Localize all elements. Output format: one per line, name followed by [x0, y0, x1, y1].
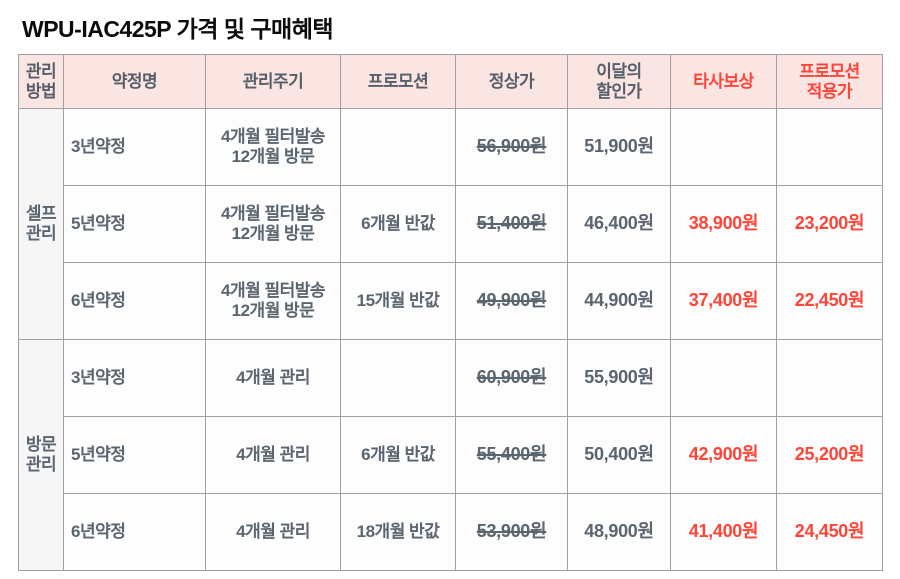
regular-price-cell: 55,400원	[455, 416, 568, 494]
management-cycle-cell: 4개월 관리	[205, 493, 341, 571]
price-benefit-table: 관리 방법 약정명 관리주기 프로모션 정상가 이달의 할인가 타사보상 프로모…	[18, 54, 883, 571]
monthly-discount-price-cell: 48,900원	[567, 493, 671, 571]
tradein-compensation-cell	[670, 108, 777, 186]
table-row: 5년약정 4개월 관리 6개월 반값 55,400원 50,400원 42,90…	[19, 416, 883, 494]
management-cycle-cell: 4개월 필터발송 12개월 방문	[205, 108, 341, 186]
column-header-promotion-applied-price: 프로모션 적용가	[776, 54, 883, 109]
contract-name-cell: 5년약정	[63, 416, 206, 494]
column-header-management-method: 관리 방법	[18, 54, 64, 109]
promotion-cell: 6개월 반값	[340, 416, 456, 494]
promotion-cell	[340, 108, 456, 186]
regular-price-cell: 56,900원	[455, 108, 568, 186]
contract-name-cell: 6년약정	[63, 493, 206, 571]
promotion-cell: 18개월 반값	[340, 493, 456, 571]
page-title: WPU-IAC425P 가격 및 구매혜택	[22, 16, 334, 42]
column-header-contract-name: 약정명	[63, 54, 206, 109]
monthly-discount-price-cell: 50,400원	[567, 416, 671, 494]
tradein-compensation-cell	[670, 339, 777, 417]
management-cycle-cell: 4개월 필터발송 12개월 방문	[205, 185, 341, 263]
promotion-applied-price-cell	[776, 339, 883, 417]
column-header-monthly-discount-price: 이달의 할인가	[567, 54, 671, 109]
monthly-discount-price-cell: 44,900원	[567, 262, 671, 340]
management-type-cell-visit: 방문 관리	[18, 339, 64, 571]
table-row: 6년약정 4개월 관리 18개월 반값 53,900원 48,900원 41,4…	[19, 493, 883, 571]
regular-price-cell: 60,900원	[455, 339, 568, 417]
management-cycle-cell: 4개월 필터발송 12개월 방문	[205, 262, 341, 340]
contract-name-cell: 6년약정	[63, 262, 206, 340]
contract-name-cell: 5년약정	[63, 185, 206, 263]
column-header-management-cycle: 관리주기	[205, 54, 341, 109]
promotion-cell: 15개월 반값	[340, 262, 456, 340]
tradein-compensation-cell: 41,400원	[670, 493, 777, 571]
promotion-applied-price-cell	[776, 108, 883, 186]
regular-price-cell: 53,900원	[455, 493, 568, 571]
table-row: 방문 관리 3년약정 4개월 관리 60,900원 55,900원	[18, 339, 883, 571]
management-type-cell-self: 셀프 관리	[18, 108, 64, 340]
regular-price-cell: 51,400원	[455, 185, 568, 263]
management-cycle-cell: 4개월 관리	[205, 416, 341, 494]
column-header-promotion: 프로모션	[340, 54, 456, 109]
table-row: 6년약정 4개월 필터발송 12개월 방문 15개월 반값 49,900원 44…	[19, 262, 883, 340]
table-row: 5년약정 4개월 필터발송 12개월 방문 6개월 반값 51,400원 46,…	[19, 185, 883, 263]
tradein-compensation-cell: 37,400원	[670, 262, 777, 340]
promotion-applied-price-cell: 24,450원	[776, 493, 883, 571]
column-header-tradein-compensation: 타사보상	[670, 54, 777, 109]
table-header-row: 관리 방법 약정명 관리주기 프로모션 정상가 이달의 할인가 타사보상 프로모…	[18, 54, 883, 109]
management-cycle-cell: 4개월 관리	[205, 339, 341, 417]
contract-name-cell: 3년약정	[63, 108, 206, 186]
promotion-applied-price-cell: 25,200원	[776, 416, 883, 494]
tradein-compensation-cell: 38,900원	[670, 185, 777, 263]
promotion-cell: 6개월 반값	[340, 185, 456, 263]
monthly-discount-price-cell: 51,900원	[567, 108, 671, 186]
monthly-discount-price-cell: 46,400원	[567, 185, 671, 263]
tradein-compensation-cell: 42,900원	[670, 416, 777, 494]
regular-price-cell: 49,900원	[455, 262, 568, 340]
promotion-applied-price-cell: 23,200원	[776, 185, 883, 263]
table-row: 셀프 관리 3년약정 4개월 필터발송 12개월 방문 56,900원 51,9…	[18, 108, 883, 340]
promotion-cell	[340, 339, 456, 417]
contract-name-cell: 3년약정	[63, 339, 206, 417]
promotion-applied-price-cell: 22,450원	[776, 262, 883, 340]
monthly-discount-price-cell: 55,900원	[567, 339, 671, 417]
column-header-regular-price: 정상가	[455, 54, 568, 109]
